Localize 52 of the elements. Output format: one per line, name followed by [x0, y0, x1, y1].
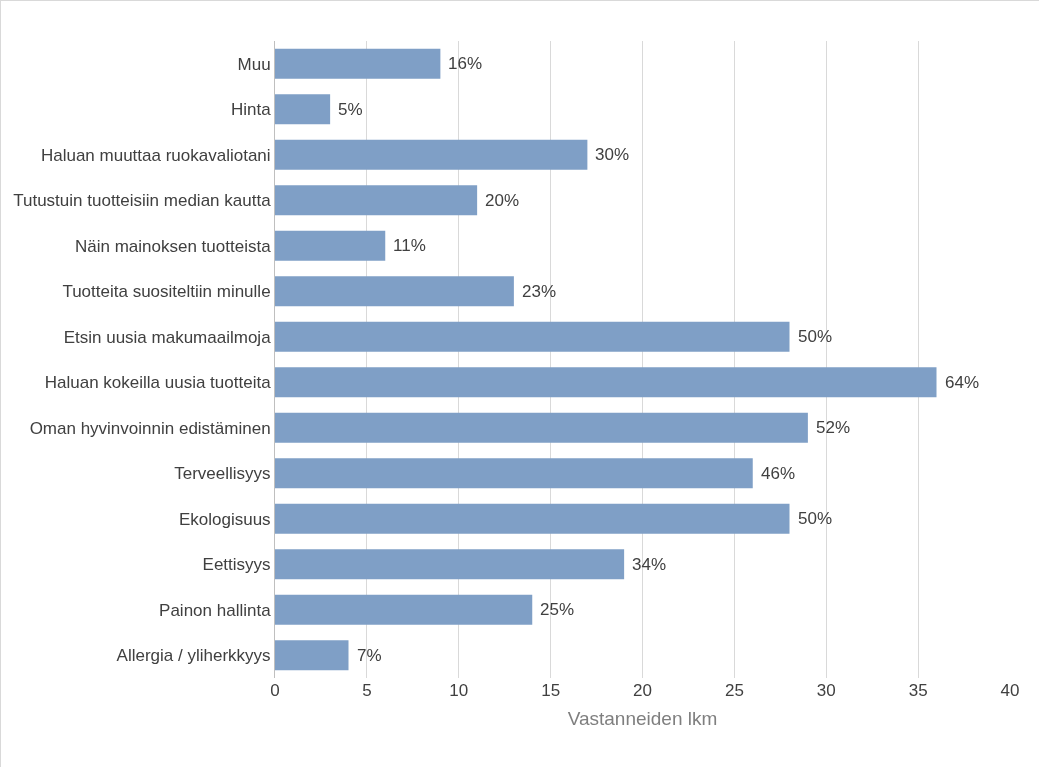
bar — [275, 640, 349, 671]
annotation: 16% — [448, 54, 483, 73]
bar — [275, 549, 625, 580]
y-tick-label: Haluan kokeilla uusia tuotteita — [44, 373, 272, 393]
y-tick-label: Ekologisuus — [178, 509, 271, 529]
y-tick-label: Etsin uusia makumaailmoja — [63, 327, 272, 347]
y-tick-label: Terveellisyys — [174, 464, 271, 484]
y-tick-label: Haluan muuttaa ruokavaliotani — [40, 145, 271, 165]
annotation: 46% — [761, 464, 796, 483]
x-tick-label: 40 — [1000, 681, 1020, 700]
x-tick-label: 0 — [270, 681, 280, 700]
y-tick-label: Eettisyys — [202, 555, 271, 575]
annotation: 52% — [816, 418, 851, 437]
bar — [275, 48, 441, 79]
bar — [275, 321, 790, 352]
bar — [275, 139, 588, 170]
bar — [275, 458, 753, 489]
x-tick-label: 30 — [816, 681, 836, 700]
bar — [275, 276, 514, 307]
bar — [275, 503, 790, 534]
bar — [275, 230, 386, 261]
bar — [275, 367, 937, 398]
annotation: 5% — [338, 100, 363, 119]
x-tick-label: 35 — [908, 681, 928, 700]
annotation: 64% — [945, 373, 980, 392]
y-tick-label: Painon hallinta — [159, 600, 272, 620]
y-tick-label: Oman hyvinvoinnin edistäminen — [29, 418, 271, 438]
annotation: 11% — [393, 236, 426, 255]
annotation: 34% — [632, 555, 667, 574]
y-tick-label: Allergia / yliherkkyys — [116, 646, 271, 666]
x-tick-label: 15 — [541, 681, 561, 700]
bar — [275, 94, 331, 125]
x-tick-label: 25 — [724, 681, 744, 700]
y-tick-label: Tutustuin tuotteisiin median kautta — [13, 191, 272, 211]
annotation: 25% — [540, 600, 575, 619]
x-axis-title: Vastanneiden lkm — [567, 707, 718, 729]
bar — [275, 185, 478, 216]
annotation: 20% — [485, 191, 520, 210]
annotation: 7% — [357, 646, 382, 665]
y-tick-label: Tuotteita suositeltiin minulle — [62, 282, 271, 302]
annotation: 23% — [522, 282, 557, 301]
x-tick-label: 5 — [362, 681, 372, 700]
annotation: 50% — [798, 509, 833, 528]
x-tick-label: 10 — [449, 681, 469, 700]
annotation: 30% — [595, 145, 630, 164]
bar — [275, 412, 808, 443]
y-tick-label: Hinta — [230, 100, 272, 120]
y-tick-label: Näin mainoksen tuotteista — [74, 236, 272, 256]
bar — [275, 594, 533, 625]
annotation: 50% — [798, 327, 833, 346]
y-tick-label: Muu — [237, 54, 271, 74]
x-tick-label: 20 — [633, 681, 652, 700]
